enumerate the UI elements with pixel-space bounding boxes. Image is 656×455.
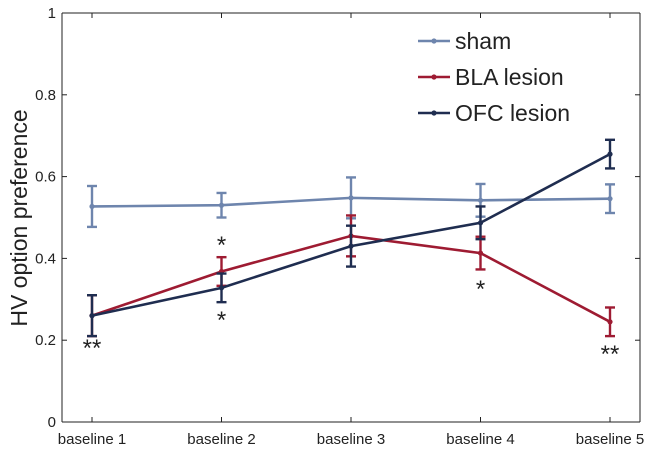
- y-tick-label: 0.8: [35, 87, 56, 104]
- data-point: [477, 220, 484, 226]
- y-tick-label: 0.4: [35, 250, 56, 267]
- legend-label: BLA lesion: [455, 64, 564, 90]
- legend-swatch-marker: [431, 38, 437, 44]
- y-tick-label: 1: [48, 5, 56, 22]
- x-tick-label: baseline 3: [317, 431, 385, 448]
- significance-marker: *: [217, 307, 226, 334]
- data-point: [89, 203, 95, 210]
- series-ofc-lesion: [87, 138, 615, 338]
- annotations: *******: [83, 232, 620, 368]
- axes: 0 0.2 0.4 0.6 0.8 1 baseline 1 baseline 2 baseli…: [35, 5, 644, 448]
- y-axis-label: HV option preference: [6, 109, 32, 326]
- data-point: [89, 313, 95, 319]
- data-point: [607, 196, 613, 202]
- legend-item: BLA lesion: [418, 64, 564, 90]
- legend-swatch-marker: [431, 74, 437, 80]
- significance-marker: *: [217, 232, 226, 259]
- data-point: [607, 319, 613, 325]
- y-tick-label: 0.2: [35, 332, 56, 349]
- legend-item: OFC lesion: [418, 100, 570, 126]
- x-tick-label: baseline 4: [446, 431, 514, 448]
- legend-label: OFC lesion: [455, 100, 570, 126]
- data-point: [348, 195, 354, 201]
- legend-item: sham: [418, 28, 511, 54]
- data-point: [218, 202, 225, 208]
- data-point: [477, 250, 484, 256]
- x-tick-label: baseline 1: [58, 431, 126, 448]
- series-layer: [87, 138, 615, 338]
- significance-marker: *: [476, 276, 485, 303]
- legend-label: sham: [455, 28, 511, 54]
- x-tick-label: baseline 2: [187, 431, 255, 448]
- legend: sham BLA lesion OFC lesion: [418, 28, 570, 126]
- y-tick-label: 0: [48, 414, 56, 431]
- x-tick-label: baseline 5: [576, 431, 644, 448]
- y-tick-label: 0.6: [35, 169, 56, 186]
- data-point: [607, 151, 613, 157]
- significance-marker: **: [601, 341, 620, 368]
- data-point: [348, 243, 354, 249]
- data-point: [218, 285, 225, 291]
- significance-marker: **: [83, 335, 102, 362]
- data-point: [477, 197, 484, 203]
- legend-swatch-marker: [431, 110, 437, 116]
